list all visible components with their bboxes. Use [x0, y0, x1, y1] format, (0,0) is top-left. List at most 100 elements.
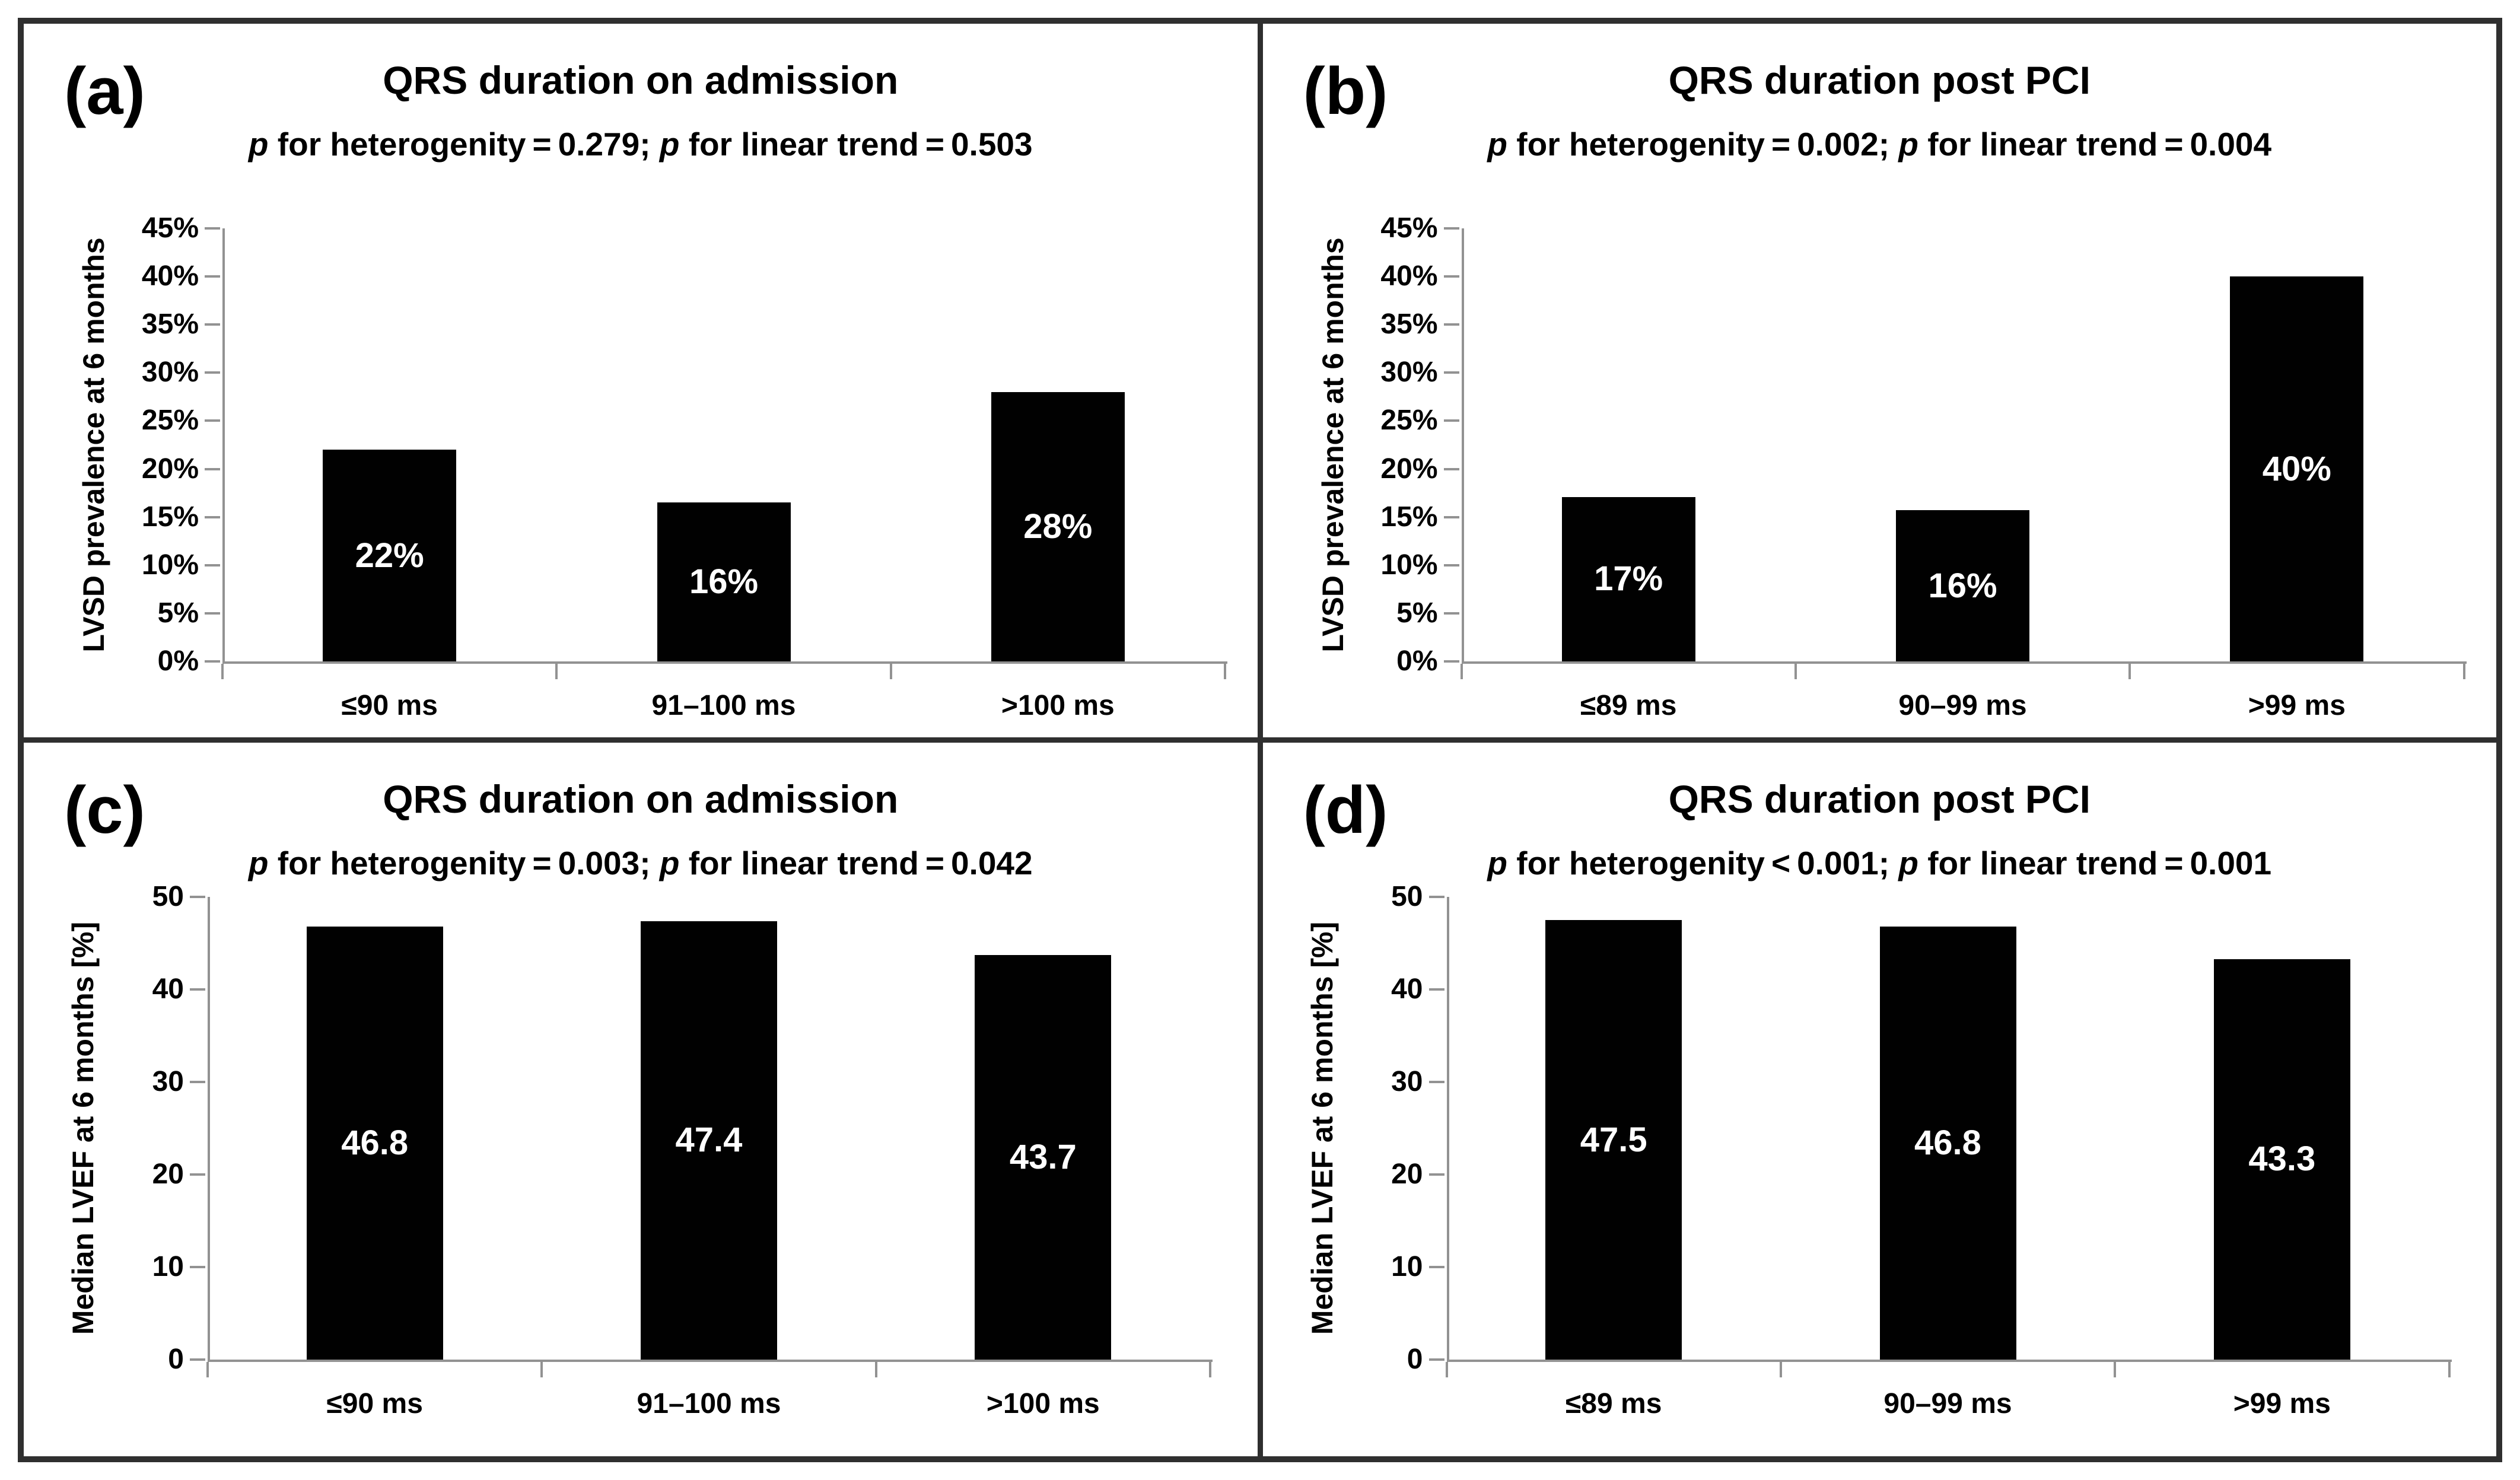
subtitle-text: for linear trend = 0.042: [679, 845, 1033, 881]
panel-d: (d) QRS duration post PCI p for heteroge…: [1262, 743, 2497, 1456]
bar-value-label: 16%: [1928, 566, 1997, 605]
bar: 46.8: [1879, 926, 2016, 1360]
y-axis-tick: [1443, 275, 1459, 278]
p-symbol: p: [248, 845, 269, 881]
y-tick-label: 20: [152, 1158, 184, 1190]
x-axis-tick: [2448, 1362, 2451, 1377]
y-tick-label: 50: [1391, 881, 1423, 912]
y-tick-label: 45%: [1380, 212, 1438, 244]
y-axis-tick: [190, 1266, 205, 1268]
x-category-label: ≤89 ms: [1565, 1388, 1662, 1419]
y-tick-label: 30%: [1380, 357, 1438, 389]
plot-area: [1461, 228, 2467, 664]
bar: 43.7: [975, 955, 1112, 1360]
panel-title-a: QRS duration on admission: [383, 58, 899, 102]
subtitle-text: for linear trend = 0.001: [1918, 845, 2272, 881]
x-axis-tick: [1794, 664, 1797, 679]
y-tick-label: 25%: [1380, 405, 1438, 437]
y-tick-label: 45%: [141, 212, 199, 244]
panel-letter-c: (c): [64, 773, 145, 847]
p-symbol: p: [248, 126, 269, 163]
bar: 47.4: [641, 921, 777, 1360]
y-tick-label: 35%: [141, 308, 199, 340]
x-axis-tick: [2462, 664, 2465, 679]
y-axis-tick: [1443, 660, 1459, 663]
panel-title-c: QRS duration on admission: [383, 777, 899, 821]
x-category-label: >100 ms: [986, 1388, 1100, 1419]
y-axis-tick: [1428, 988, 1444, 991]
x-axis-tick: [1460, 664, 1463, 679]
panel-subtitle-a: p for heterogenity = 0.279; p for linear…: [24, 126, 1258, 163]
x-category-label: 90–99 ms: [1883, 1388, 2012, 1419]
y-axis-tick: [190, 896, 205, 898]
x-category-label: >99 ms: [2248, 690, 2346, 721]
y-axis-tick: [205, 419, 220, 422]
y-axis-tick: [205, 660, 220, 663]
y-axis-tick: [1443, 467, 1459, 470]
y-tick-label: 20%: [141, 453, 199, 485]
panel-a: (a) QRS duration on admission p for hete…: [24, 24, 1258, 737]
subtitle-text: for linear trend = 0.004: [1918, 126, 2272, 163]
y-axis-tick: [1428, 1266, 1444, 1268]
y-axis-tick: [1443, 612, 1459, 615]
y-axis-tick: [205, 323, 220, 326]
y-tick-label: 35%: [1380, 308, 1438, 340]
p-symbol: p: [1487, 126, 1507, 163]
y-tick-label: 25%: [141, 405, 199, 437]
bar: 43.3: [2213, 959, 2350, 1360]
x-category-label: ≤89 ms: [1580, 690, 1677, 721]
x-category-label: ≤90 ms: [341, 690, 438, 721]
x-axis-tick: [540, 1362, 543, 1377]
y-tick-label: 40%: [1380, 260, 1438, 292]
bar-value-label: 40%: [2262, 449, 2331, 488]
y-axis-tick: [1443, 371, 1459, 374]
y-axis-tick: [1428, 1358, 1444, 1361]
bar: 17%: [1561, 496, 1695, 661]
p-symbol: p: [1898, 126, 1918, 163]
y-axis-tick: [1428, 1081, 1444, 1083]
four-panel-bar-figure: (a) QRS duration on admission p for hete…: [18, 18, 2502, 1462]
y-tick-label: 10%: [1380, 549, 1438, 581]
x-category-label: 91–100 ms: [651, 690, 796, 721]
y-tick-label: 30: [1391, 1066, 1423, 1097]
bar-value-label: 43.7: [1009, 1138, 1077, 1177]
y-tick-label: 15%: [141, 501, 199, 533]
y-axis-tick: [205, 515, 220, 518]
subtitle-text: for linear trend = 0.503: [679, 126, 1033, 163]
p-symbol: p: [659, 126, 680, 163]
x-category-label: ≤90 ms: [326, 1388, 423, 1419]
panel-subtitle-d: p for heterogenity < 0.001; p for linear…: [1263, 845, 2497, 882]
bar-value-label: 47.4: [675, 1121, 743, 1160]
bar-chart-d: 0 10 20 30 40 50 47.5 ≤89 ms 46.8 90–99 ms 43.3 >99…: [1391, 881, 2452, 1419]
bar-chart-b: 0% 5% 10% 15% 20% 25% 30% 35% 40% 45% 17% ≤89 ms 16%…: [1380, 212, 2467, 721]
panel-letter-d: (d): [1303, 773, 1388, 847]
bar-value-label: 47.5: [1580, 1120, 1647, 1159]
y-axis-tick: [1443, 515, 1459, 518]
p-symbol: p: [1487, 845, 1507, 881]
y-axis-tick: [205, 227, 220, 230]
x-axis-tick: [889, 664, 892, 679]
y-tick-label: 30: [152, 1066, 184, 1097]
y-axis-tick: [190, 1358, 205, 1361]
x-axis-tick: [206, 1362, 209, 1377]
p-symbol: p: [1898, 845, 1918, 881]
bar-value-label: 46.8: [341, 1123, 409, 1162]
panel-letter-a: (a): [64, 54, 145, 128]
y-tick-label: 0: [1407, 1344, 1423, 1375]
y-tick-label: 5%: [1396, 597, 1438, 629]
x-axis-tick: [1445, 1362, 1448, 1377]
bar-value-label: 46.8: [1914, 1123, 1981, 1162]
y-axis-tick: [205, 612, 220, 615]
subtitle-text: for heterogenity = 0.003;: [268, 845, 660, 881]
plot-area: [208, 897, 1213, 1362]
x-axis-tick: [1779, 1362, 1782, 1377]
bar: 47.5: [1545, 920, 1682, 1360]
bar-chart-a: 0% 5% 10% 15% 20% 25% 30% 35% 40% 45% 22% ≤90 ms 16%…: [142, 212, 1227, 721]
bar: 22%: [323, 450, 457, 661]
panel-title-d: QRS duration post PCI: [1668, 777, 2091, 821]
bar: 46.8: [306, 926, 443, 1360]
y-axis-tick: [190, 988, 205, 991]
y-axis-tick: [205, 371, 220, 374]
x-category-label: >99 ms: [2233, 1388, 2331, 1419]
subtitle-text: for heterogenity < 0.001;: [1507, 845, 1899, 881]
